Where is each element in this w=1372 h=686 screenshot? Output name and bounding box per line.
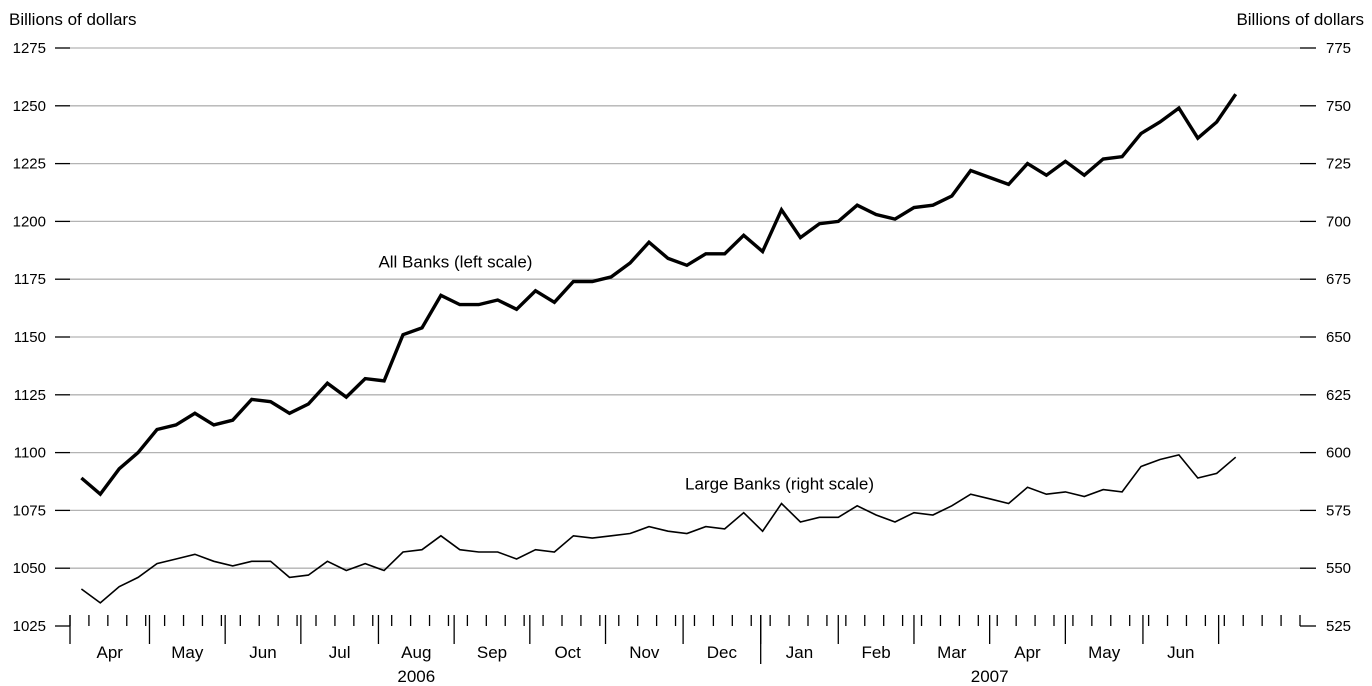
series-line-all-banks <box>80 93 1238 497</box>
left-y-tick-label: 1200 <box>13 213 46 230</box>
right-y-tick-label: 725 <box>1326 156 1351 173</box>
x-month-label: Aug <box>401 643 431 662</box>
x-month-label: Jul <box>329 643 351 662</box>
x-month-label: May <box>1088 643 1121 662</box>
right-y-tick-label: 775 <box>1326 40 1351 57</box>
right-y-tick-label: 525 <box>1326 618 1351 635</box>
x-month-label: Mar <box>937 643 967 662</box>
left-y-tick-label: 1250 <box>13 98 46 115</box>
right-y-tick-label: 550 <box>1326 560 1351 577</box>
right-y-tick-label: 600 <box>1326 445 1351 462</box>
x-month-label: Sep <box>477 643 507 662</box>
right-unit-label: Billions of dollars <box>1236 10 1364 29</box>
x-month-label: Jan <box>786 643 813 662</box>
right-y-tick-label: 675 <box>1326 271 1351 288</box>
x-year-label: 2006 <box>397 667 435 686</box>
right-y-tick-label: 575 <box>1326 502 1351 519</box>
x-year-label: 2007 <box>971 667 1009 686</box>
left-y-tick-label: 1275 <box>13 40 46 57</box>
labels: Billions of dollars Billions of dollars Ap… <box>9 10 1364 686</box>
left-unit-label: Billions of dollars <box>9 10 137 29</box>
right-y-tick-label: 750 <box>1326 98 1351 115</box>
left-y-tick-label: 1175 <box>14 271 46 288</box>
x-month-label: Nov <box>629 643 660 662</box>
series-annotation: All Banks (left scale) <box>378 253 532 272</box>
x-month-label: Dec <box>707 643 738 662</box>
series-lines <box>80 93 1238 604</box>
x-month-label: Apr <box>97 643 124 662</box>
x-month-label: Feb <box>861 643 890 662</box>
gridlines <box>70 47 1300 569</box>
right-y-tick-label: 625 <box>1326 387 1351 404</box>
left-y-tick-label: 1025 <box>13 618 46 635</box>
x-month-label: Oct <box>554 643 581 662</box>
left-y-tick-label: 1225 <box>13 156 46 173</box>
right-y-tick-label: 700 <box>1326 213 1351 230</box>
axes: 1025 1050 1075 1100 1125 1150 1175 1200 1225 1250… <box>13 40 1351 664</box>
series-line-large-banks <box>80 454 1237 604</box>
left-y-tick-label: 1075 <box>13 502 46 519</box>
left-y-tick-label: 1150 <box>14 329 46 346</box>
x-month-label: Jun <box>249 643 276 662</box>
x-month-label: Jun <box>1167 643 1194 662</box>
series-annotation: Large Banks (right scale) <box>685 475 874 494</box>
right-y-tick-label: 650 <box>1326 329 1351 346</box>
x-month-label: Apr <box>1014 643 1041 662</box>
left-y-tick-label: 1100 <box>14 445 46 462</box>
left-y-tick-label: 1050 <box>13 560 46 577</box>
x-month-label: May <box>171 643 204 662</box>
left-y-tick-label: 1125 <box>14 387 46 404</box>
